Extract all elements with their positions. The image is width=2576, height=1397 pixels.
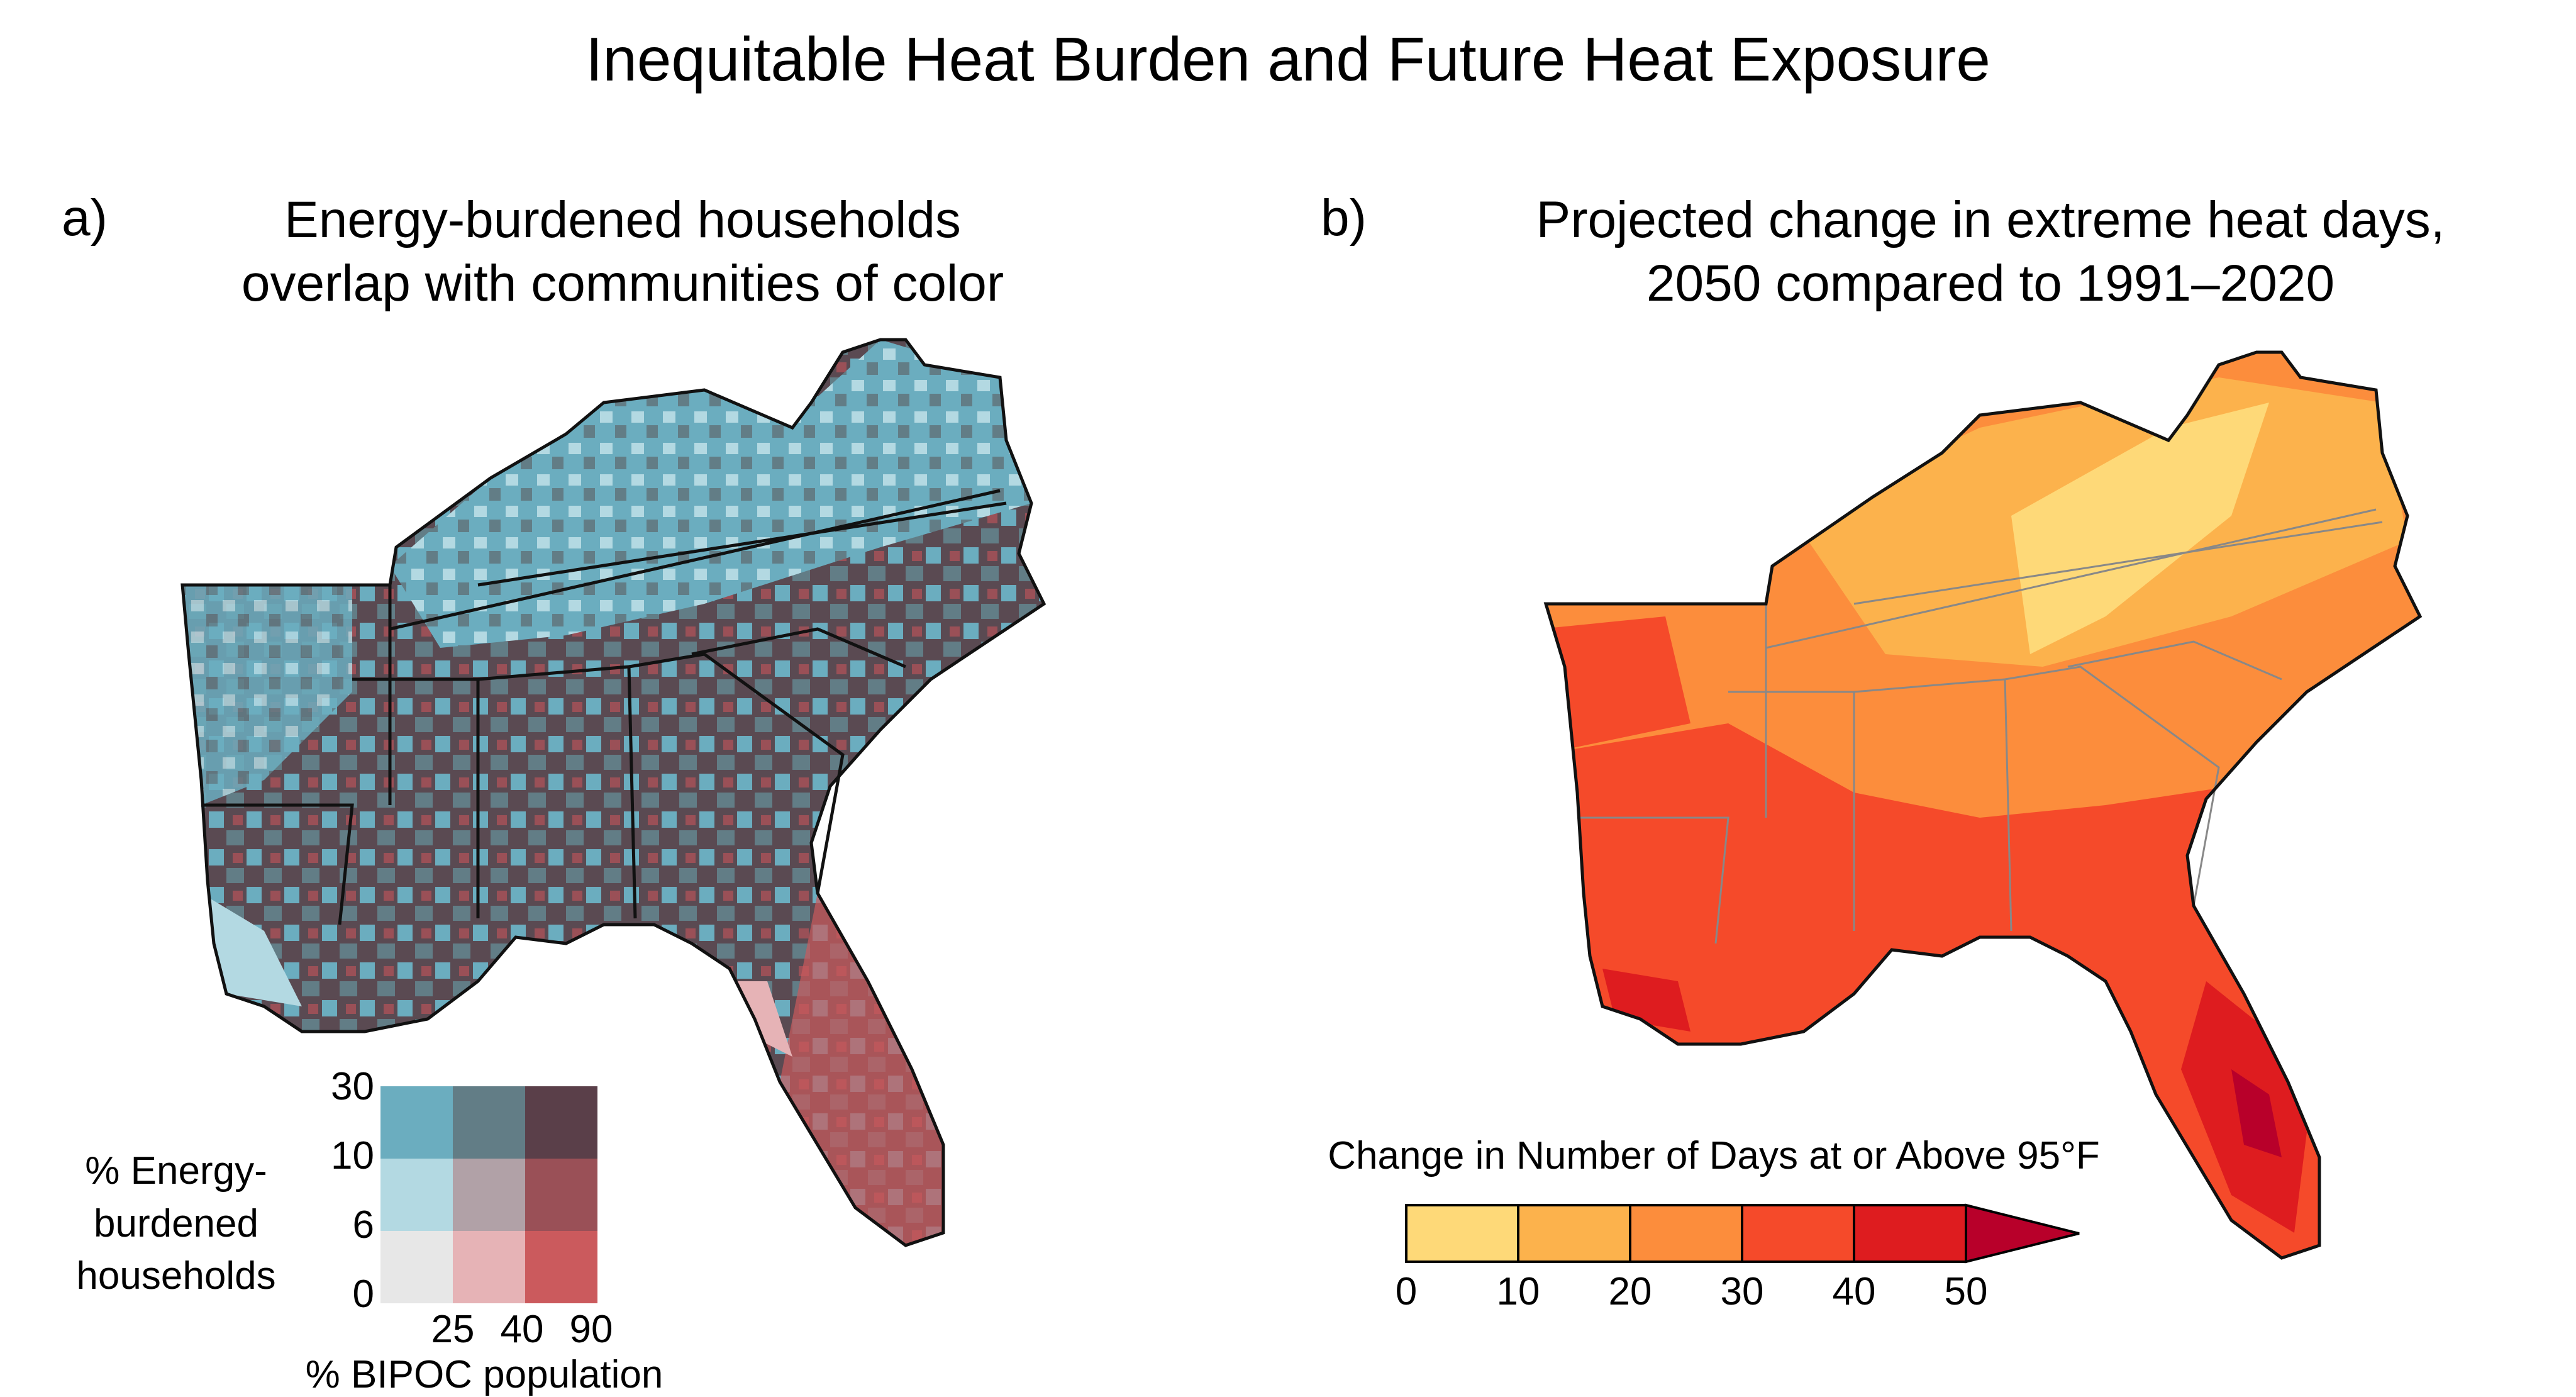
panel-a-state-borders	[180, 338, 1046, 1247]
colorbar-tick-0: 0	[1395, 1270, 1418, 1313]
legend-x-tick-40: 40	[500, 1308, 544, 1351]
colorbar-tick-20: 20	[1608, 1270, 1652, 1313]
panel-b-map	[1543, 350, 2423, 1260]
legend-cell-r0-c2	[525, 1086, 597, 1159]
colorbar-tick-10: 10	[1496, 1270, 1540, 1313]
panel-b-coastline	[1543, 350, 2423, 1260]
colorbar-box-0	[1405, 1204, 1519, 1263]
legend-cell-r1-c2	[525, 1159, 597, 1231]
colorbar-tick-50: 50	[1944, 1270, 1988, 1313]
colorbar-boxes	[1405, 1203, 2080, 1264]
panel-b-state-borders	[1577, 508, 2383, 944]
panel-a-letter: a)	[62, 189, 108, 247]
legend-y-tick-30: 30	[331, 1065, 374, 1108]
colorbar-box-1	[1517, 1204, 1631, 1263]
bivariate-legend	[380, 1086, 597, 1303]
panel-b-subtitle: Projected change in extreme heat days, 2…	[1409, 189, 2572, 316]
panel-b-letter: b)	[1321, 189, 1367, 247]
colorbar-box-2	[1629, 1204, 1743, 1263]
legend-cell-r1-c1	[453, 1159, 525, 1231]
colorbar-extend-arrow	[1965, 1203, 2080, 1264]
legend-cell-r2-c0	[380, 1231, 453, 1303]
panel-a-map	[180, 338, 1046, 1247]
colorbar-box-4	[1853, 1204, 1967, 1263]
panel-a-subtitle-line1: Energy-burdened households	[284, 191, 961, 248]
legend-y-label-line1: % Energy-	[85, 1149, 267, 1193]
bivariate-legend-grid	[380, 1086, 597, 1303]
legend-cell-r0-c0	[380, 1086, 453, 1159]
colorbar-label: Change in Number of Days at or Above 95°…	[1328, 1134, 2100, 1177]
figure-title: Inequitable Heat Burden and Future Heat …	[586, 25, 1990, 94]
legend-cell-r1-c0	[380, 1159, 453, 1231]
legend-cell-r2-c1	[453, 1231, 525, 1303]
legend-y-tick-6: 6	[352, 1203, 374, 1247]
legend-x-tick-90: 90	[569, 1308, 613, 1351]
panel-a-subtitle: Energy-burdened households overlap with …	[151, 189, 1094, 316]
panel-a-subtitle-line2: overlap with communities of color	[241, 254, 1004, 312]
colorbar-tick-40: 40	[1832, 1270, 1876, 1313]
legend-x-tick-25: 25	[431, 1308, 475, 1351]
legend-cell-r2-c2	[525, 1231, 597, 1303]
legend-y-tick-0: 0	[352, 1272, 374, 1316]
legend-y-tick-10: 10	[331, 1134, 374, 1177]
legend-y-label-line2: burdened	[93, 1201, 259, 1245]
legend-cell-r0-c1	[453, 1086, 525, 1159]
legend-y-label-line3: households	[76, 1254, 276, 1298]
panel-b-subtitle-line2: 2050 compared to 1991–2020	[1646, 254, 2335, 312]
legend-y-label: % Energy- burdened households	[38, 1145, 314, 1303]
colorbar-tick-30: 30	[1720, 1270, 1764, 1313]
legend-x-label: % BIPOC population	[305, 1353, 663, 1396]
colorbar-box-3	[1741, 1204, 1855, 1263]
panel-b-subtitle-line1: Projected change in extreme heat days,	[1536, 191, 2445, 248]
